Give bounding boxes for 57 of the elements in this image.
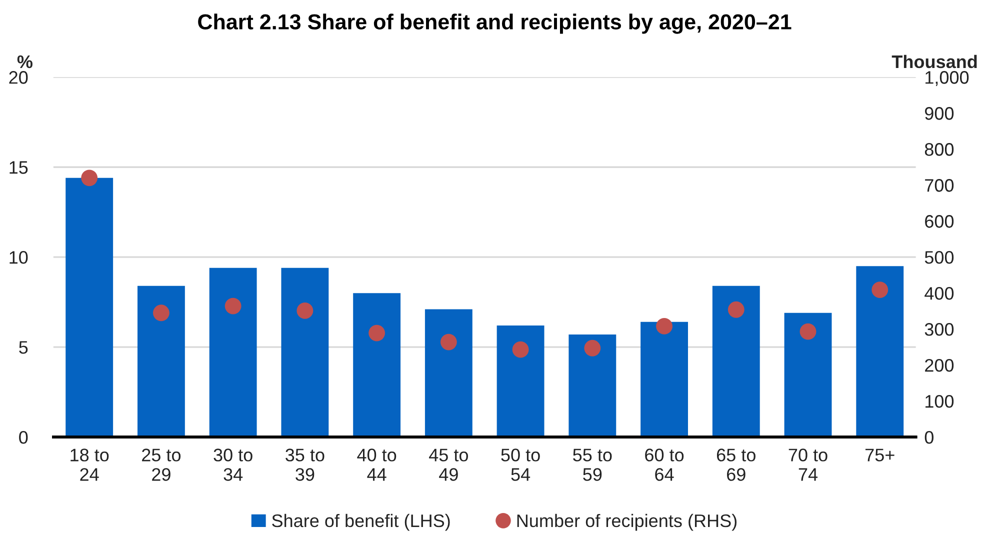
y2-tick-label: 500	[924, 251, 954, 264]
point	[440, 334, 457, 350]
point	[512, 341, 529, 358]
point	[584, 340, 601, 356]
x-tick-label: 30 to 34	[214, 448, 252, 481]
y2-tick-label: 300	[924, 323, 954, 336]
point	[152, 304, 170, 322]
x-tick-label: 70 to 74	[788, 448, 828, 481]
x-tick-label: 35 to 39	[286, 448, 324, 481]
point	[800, 323, 816, 340]
legend-label: Share of benefit (LHS)	[272, 514, 450, 531]
x-tick-label: 40 to 44	[357, 448, 396, 481]
y2-tick-label: 1,000	[926, 71, 969, 86]
point	[872, 282, 888, 298]
y2-tick-label: 200	[925, 359, 954, 372]
bar	[712, 286, 760, 438]
x-tick-label: 75+	[865, 448, 894, 462]
point	[296, 302, 314, 319]
point	[81, 170, 98, 186]
y2-tick-label: 900	[924, 107, 954, 120]
bar	[856, 266, 904, 438]
point	[728, 301, 744, 318]
y-tick-label: 20	[9, 71, 28, 84]
bar	[784, 312, 832, 438]
point	[224, 298, 242, 314]
y2-tick-label: 0	[924, 430, 934, 444]
y2-tick-label: 100	[926, 394, 954, 408]
bar	[209, 268, 257, 438]
y-tick-label: 5	[19, 341, 28, 354]
y2-axis-title: Thousand	[892, 54, 977, 68]
y-axis-title: %	[17, 55, 32, 68]
x-tick-label: 60 to 64	[645, 448, 684, 481]
bar	[424, 309, 472, 438]
x-tick-label: 18 to 24	[70, 448, 109, 481]
bar	[281, 268, 329, 438]
point	[368, 324, 386, 342]
y2-tick-label: 600	[925, 215, 954, 228]
y-tick-label: 10	[10, 251, 28, 264]
bar	[353, 293, 401, 438]
x-tick-label: 25 to 29	[142, 448, 181, 481]
x-tick-label: 55 to 59	[573, 448, 612, 481]
point	[656, 318, 672, 334]
y-tick-label: 0	[19, 430, 28, 444]
y2-tick-label: 400	[924, 287, 954, 300]
bar	[568, 334, 616, 438]
bar	[66, 178, 114, 438]
bar	[137, 286, 185, 438]
x-tick-label: 65 to 69	[716, 448, 756, 481]
bar	[640, 322, 688, 438]
y-tick-label: 15	[10, 161, 28, 174]
y2-tick-label: 800	[924, 143, 954, 156]
x-tick-label: 45 to 49	[429, 448, 468, 481]
legend-label: Number of recipients (RHS)	[517, 514, 737, 531]
y2-tick-label: 700	[925, 179, 954, 192]
bar	[496, 325, 544, 438]
x-tick-label: 50 to 54	[501, 448, 540, 481]
chart-title: Chart 2.13 Share of benefit and recipients by age, 2020–21	[198, 14, 792, 34]
